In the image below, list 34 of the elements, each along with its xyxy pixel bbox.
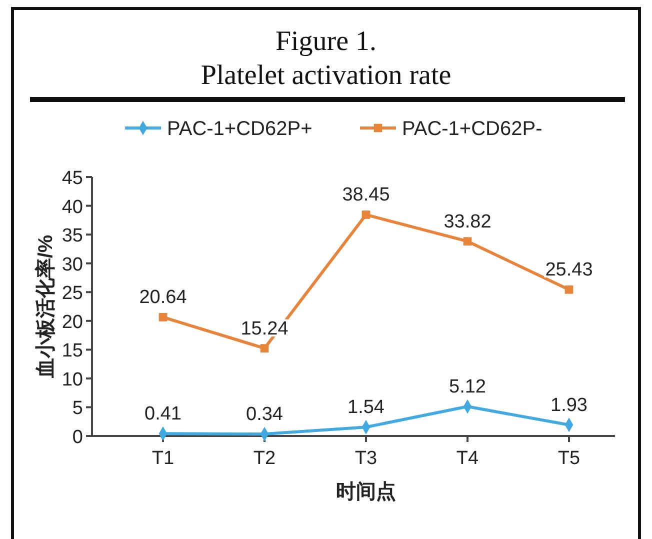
x-tick-label: T5	[558, 448, 580, 469]
data-label: 38.45	[342, 184, 390, 206]
y-tick-label: 5	[72, 398, 83, 420]
chart-title: Figure 1. Platelet activation rate	[200, 26, 452, 91]
y-tick-label: 40	[62, 196, 83, 218]
data-label: 20.64	[139, 287, 188, 308]
legend-label: PAC-1+CD62P-	[402, 118, 542, 140]
y-tick-label: 0	[72, 427, 83, 448]
x-axis-title: 时间点	[336, 481, 396, 503]
y-tick-label: 25	[62, 283, 83, 304]
y-tick-label: 35	[62, 226, 83, 247]
data-label: 25.43	[545, 260, 593, 281]
data-label: 33.82	[444, 211, 492, 232]
point	[463, 237, 472, 246]
data-label: 0.34	[246, 404, 284, 426]
x-tick-label: T1	[152, 448, 174, 469]
data-label: 5.12	[449, 376, 486, 398]
x-tick-label: T4	[456, 448, 480, 469]
data-label: 1.93	[550, 394, 588, 416]
point	[362, 210, 370, 219]
point	[260, 344, 269, 352]
x-tick-label: T3	[354, 448, 378, 469]
point	[564, 285, 574, 294]
y-tick-label: 30	[62, 254, 83, 276]
y-tick-label: 20	[62, 312, 83, 333]
y-tick-label: 15	[62, 340, 83, 362]
y-tick-label: 10	[62, 369, 83, 390]
point	[158, 313, 168, 322]
y-axis-title: 血小板活化率/%	[34, 234, 57, 380]
data-label: 0.41	[144, 404, 182, 425]
data-label: 1.54	[348, 397, 385, 418]
legend-label: PAC-1+CD62P+	[167, 118, 312, 140]
y-tick-label: 45	[62, 168, 83, 189]
x-tick-label: T2	[253, 448, 276, 469]
